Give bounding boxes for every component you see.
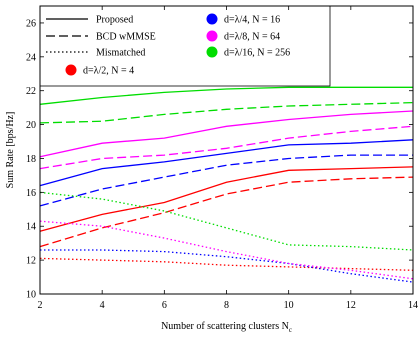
x-tick-label-6: 14 <box>408 300 418 311</box>
series-line-3 <box>39 139 414 187</box>
y-tick-label-1: 12 <box>26 256 36 267</box>
series-line-9 <box>39 86 413 105</box>
legend-marker-config-1 <box>206 13 218 25</box>
legend-box <box>39 5 331 87</box>
y-tick-label-8: 26 <box>26 18 36 29</box>
y-tick-label-7: 24 <box>26 52 36 63</box>
x-axis-label-main: Number of scattering clusters N <box>161 321 289 332</box>
y-axis-label: Sum Rate [bps/Hz] <box>5 112 16 189</box>
x-axis-label-subscript: c <box>289 326 292 334</box>
x-axis-label: Number of scattering clusters Nc <box>161 321 292 334</box>
series-line-5 <box>40 249 414 283</box>
series-line-1 <box>39 176 414 248</box>
y-tick-label-2: 14 <box>26 222 36 233</box>
legend-label-config-0: d=λ/2, N = 4 <box>83 66 134 77</box>
legend-label-scheme-1: BCD wMMSE <box>96 32 156 43</box>
series-line-4 <box>39 154 413 207</box>
legend-label-scheme-2: Mismatched <box>96 48 145 59</box>
x-tick-label-4: 10 <box>284 300 294 311</box>
legend-marker-config-3 <box>206 46 218 58</box>
series-line-10 <box>39 101 414 124</box>
y-tick-label-3: 16 <box>26 188 36 199</box>
y-tick-label-0: 10 <box>26 290 36 301</box>
legend-marker-config-2 <box>206 30 218 42</box>
series-line-8 <box>39 220 414 280</box>
x-tick-label-5: 12 <box>346 300 356 311</box>
x-tick-label-0: 2 <box>38 300 43 311</box>
legend-label-config-2: d=λ/8, N = 64 <box>224 32 280 43</box>
y-tick-label-5: 20 <box>26 120 36 131</box>
series-line-11 <box>39 191 414 251</box>
x-tick-label-1: 4 <box>100 300 105 311</box>
legend-label-config-3: d=λ/16, N = 256 <box>224 48 290 59</box>
series-line-0 <box>39 166 414 232</box>
legend-marker-config-0 <box>65 64 77 76</box>
legend-label-scheme-0: Proposed <box>96 15 133 26</box>
series-line-7 <box>39 125 414 170</box>
y-tick-label-4: 18 <box>26 154 36 165</box>
legend: Proposed BCD wMMSE Mismatched d=λ/2, N = 4 d… <box>46 13 290 77</box>
legend-label-config-1: d=λ/4, N = 16 <box>224 15 280 26</box>
x-tick-label-2: 6 <box>162 300 167 311</box>
series-layer <box>39 86 414 283</box>
x-tick-label-3: 8 <box>224 300 229 311</box>
series-line-6 <box>39 110 414 158</box>
y-tick-label-6: 22 <box>26 86 36 97</box>
